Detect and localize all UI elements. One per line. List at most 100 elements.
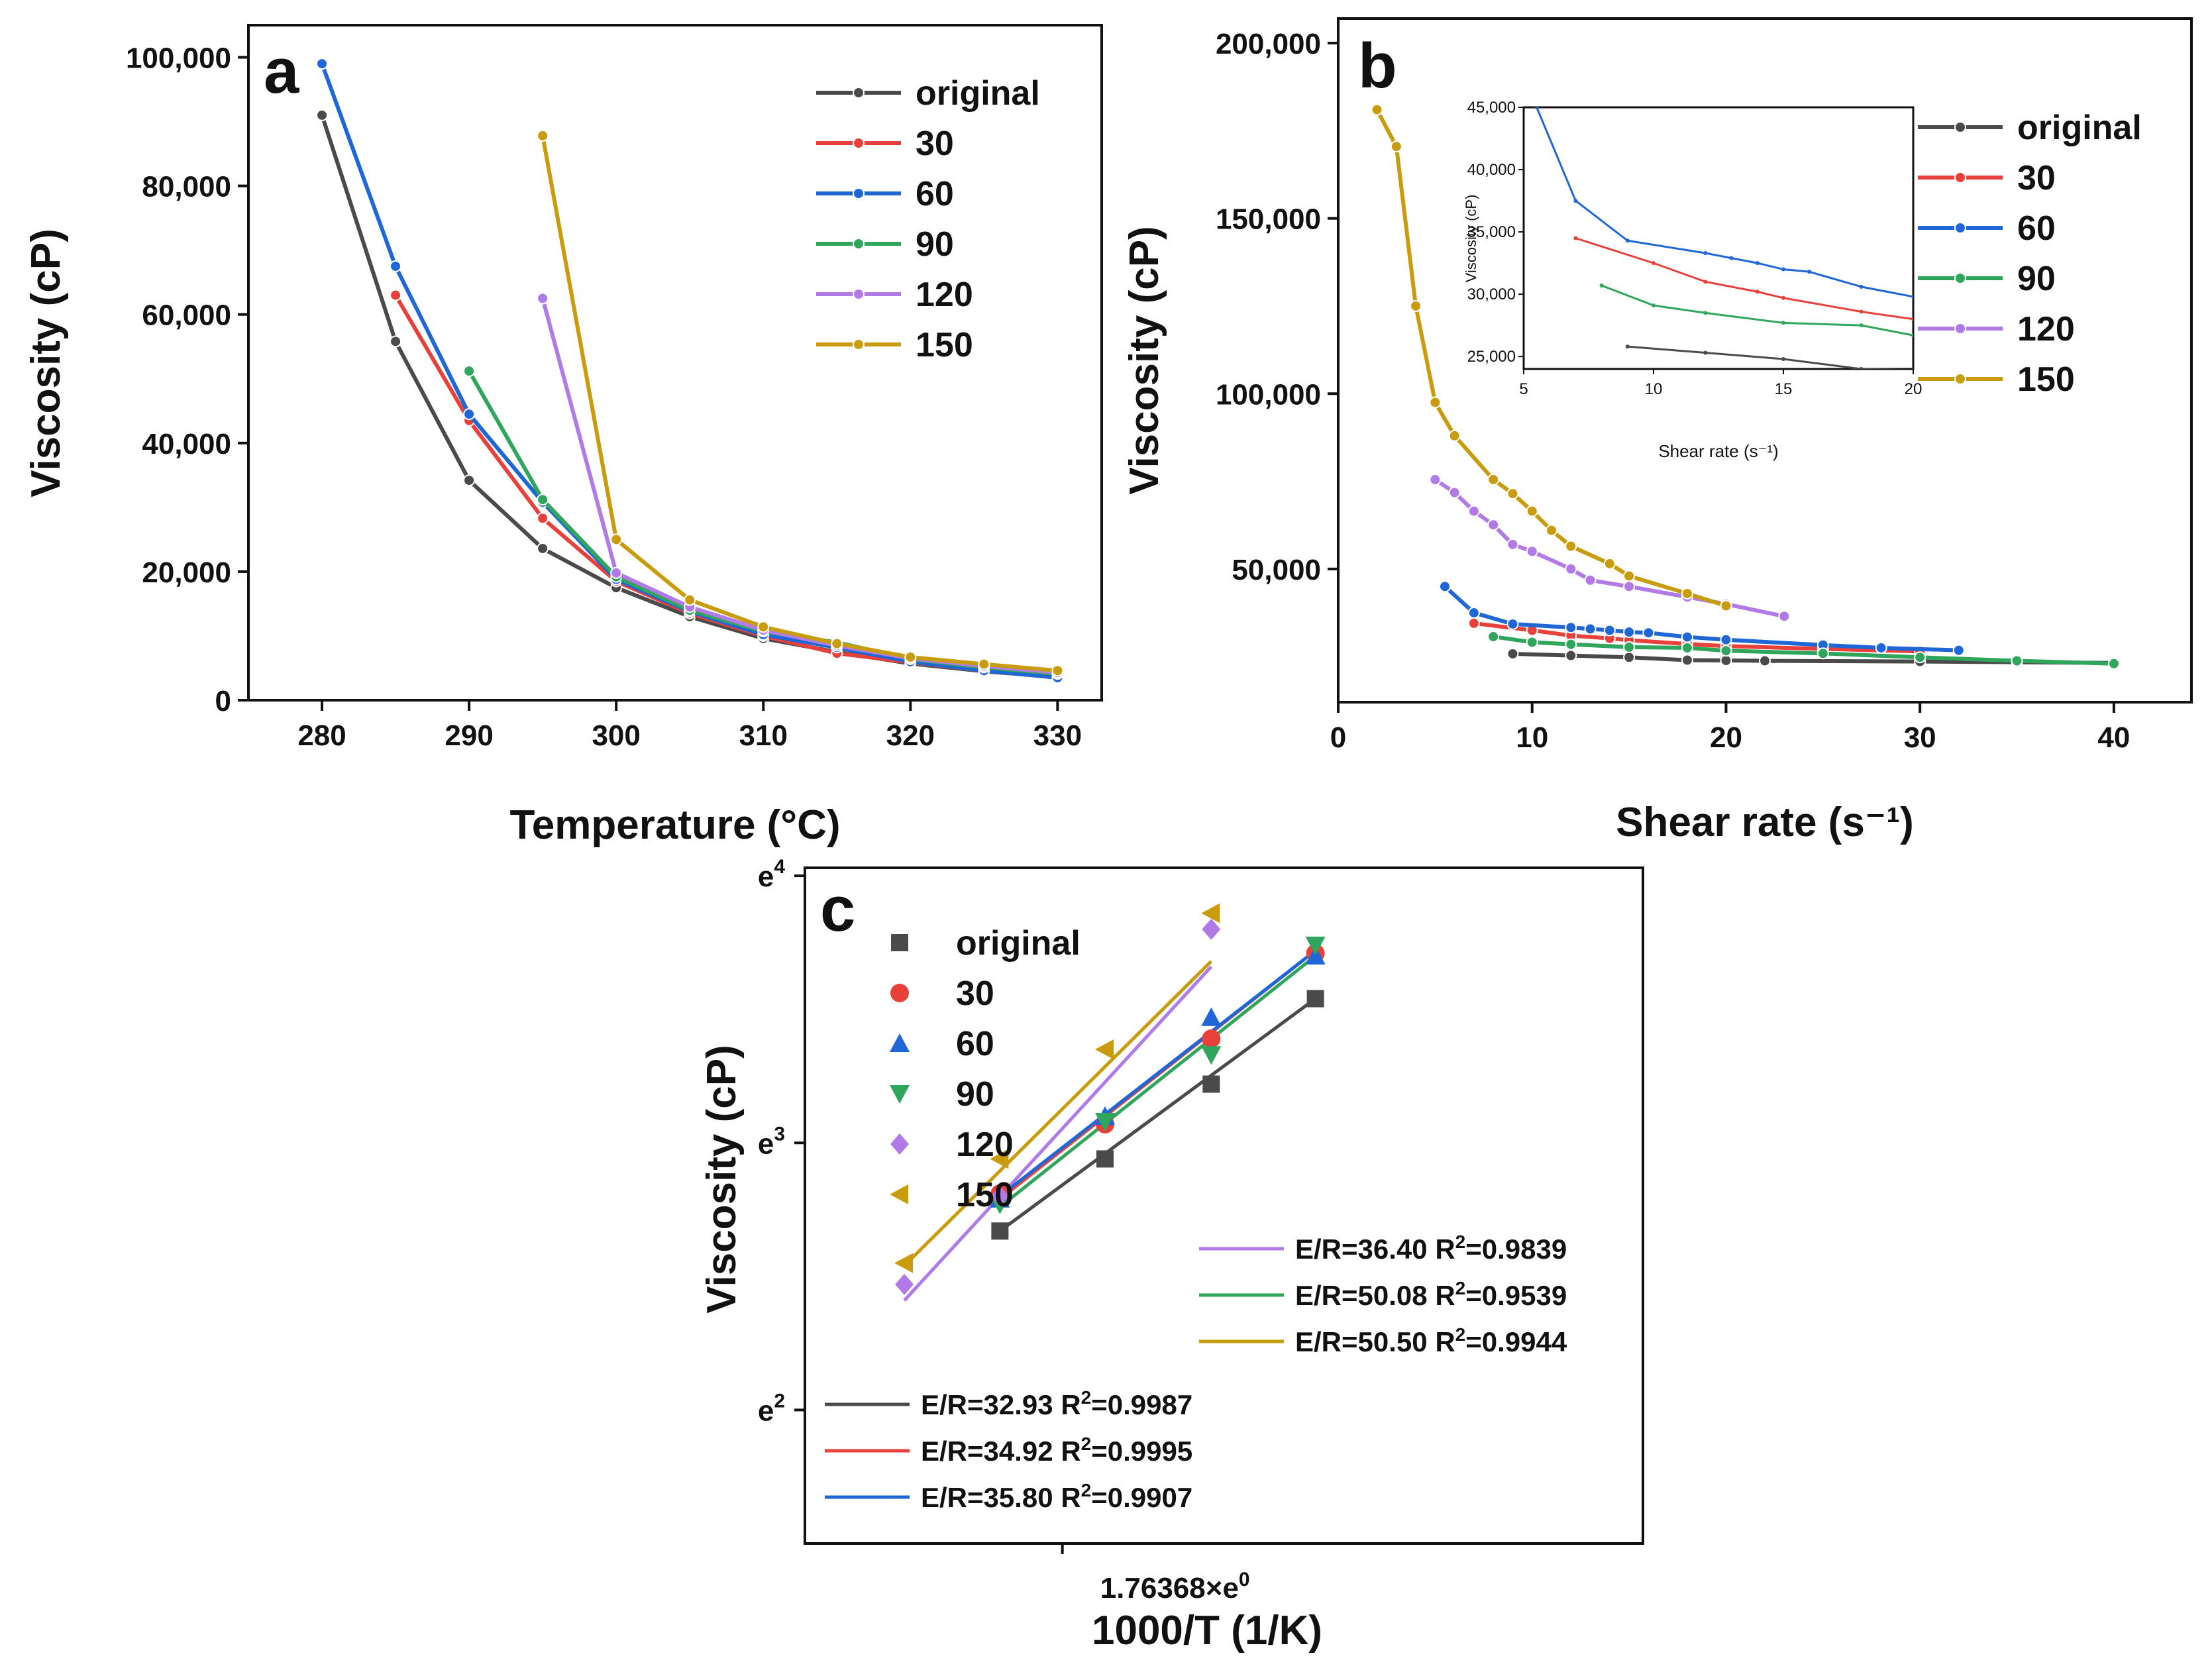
panel-a-ylabel: Viscosity (cP) (23, 229, 69, 497)
y-tick-label: 100,000 (1216, 378, 1321, 411)
y-tick-exponent: 2 (774, 1390, 785, 1412)
inset-y-tick-label: 30,000 (1467, 286, 1516, 303)
fit-label-main: E/R=36.40 R (1295, 1233, 1455, 1265)
series-150-point (904, 651, 917, 663)
legend-60-marker (853, 187, 865, 199)
legend-90-label: 90 (2017, 260, 2056, 298)
series-60-point (463, 408, 476, 421)
series-120-point (1467, 505, 1480, 517)
legend-150-label: 150 (916, 326, 973, 364)
inset-series-original-point (1703, 350, 1708, 355)
legend-90-marker (853, 238, 865, 250)
fit-label-sup: 2 (1081, 1480, 1092, 1500)
inset-series-60-point (1729, 256, 1734, 260)
series-120-point (537, 292, 549, 305)
series-60-point (390, 260, 402, 272)
series-150-point (1487, 473, 1500, 486)
legend-150-marker (1954, 373, 1966, 385)
series-120-point (1526, 545, 1538, 558)
series-150-point (1681, 587, 1693, 600)
series-90-point (463, 365, 476, 378)
legend-30-marker (853, 137, 865, 149)
x-tick-label: 10 (1516, 721, 1548, 754)
legend-60-marker (890, 1033, 910, 1052)
fit-label-sup: 2 (1081, 1387, 1092, 1408)
inset-y-tick-label: 45,000 (1467, 99, 1516, 117)
series-150-point (684, 594, 696, 606)
series-150-point (1429, 396, 1442, 409)
inset-series-60-point (1534, 107, 1539, 109)
series-90-point (1565, 638, 1577, 651)
panel-c-frame (804, 866, 1644, 1545)
legend-30-marker (1954, 172, 1966, 183)
series-90-point (2107, 657, 2120, 670)
series-120-point (990, 1185, 1010, 1207)
fit-label-main: E/R=50.08 R (1295, 1280, 1455, 1311)
series-60-point (1642, 627, 1655, 639)
series-120-line (541, 297, 1058, 675)
legend-60-label: 60 (956, 1025, 994, 1063)
inset-series-30-point (1652, 261, 1656, 266)
legend-90-label: 90 (916, 225, 954, 264)
x-tick-label: 320 (886, 719, 935, 752)
series-120-point (1778, 610, 1791, 623)
series-90-point (1817, 647, 1829, 660)
series-150-point (1623, 570, 1636, 582)
series-original-point (537, 542, 549, 554)
series-60-point (1952, 644, 1965, 656)
series-90-point (1305, 936, 1326, 955)
legend-60-label: 60 (2017, 209, 2056, 248)
series-original-point (1720, 654, 1732, 667)
series-60-point (1603, 624, 1616, 637)
panel-c-letter: c (820, 874, 855, 945)
legend-30-label: 30 (956, 974, 994, 1013)
fit-label-value: =0.9987 (1091, 1389, 1192, 1420)
series-150-point (831, 637, 843, 650)
x-tick-label: 290 (445, 719, 493, 752)
x-tick-offset-exponent: 0 (1239, 1569, 1250, 1591)
y-tick-label: e4 (758, 856, 785, 893)
legend-original-label: original (916, 74, 1040, 113)
legend-original-marker (891, 934, 908, 951)
fit-label-value: =0.9995 (1091, 1436, 1192, 1467)
panel-c: c 1.76368×e0e2e3e4original306090120150E/… (699, 856, 1644, 1653)
series-30-point (1202, 1029, 1221, 1049)
series-150-point (1526, 505, 1538, 517)
series-150-point (1506, 488, 1519, 500)
fit-label-sup: 2 (1455, 1324, 1466, 1345)
series-60-point (1681, 631, 1693, 643)
y-tick-label: 60,000 (142, 299, 231, 332)
series-original-point (1681, 654, 1693, 666)
series-90-point (537, 494, 549, 506)
panel-b-ylabel: Viscosity (cP) (1122, 226, 1167, 494)
series-120-point (1202, 918, 1221, 940)
series-90-line (1493, 635, 2114, 666)
x-tick-label: 0 (1330, 721, 1346, 754)
y-tick-base: e (758, 1127, 774, 1160)
series-150-point (610, 533, 623, 546)
series-90-point (1487, 631, 1500, 643)
fit-label-value: =0.9539 (1465, 1280, 1567, 1311)
fit-label-sup: 2 (1455, 1278, 1466, 1298)
x-tick-label: 20 (1710, 721, 1742, 754)
x-tick-label: 40 (2097, 721, 2130, 754)
series-60-point (1467, 607, 1480, 619)
legend-30-marker (890, 984, 909, 1002)
fit-label-value: =0.9839 (1465, 1233, 1567, 1265)
inset-series-30-point (1755, 289, 1760, 294)
series-60-point (1201, 1007, 1222, 1026)
series-150-point (537, 129, 549, 142)
series-original-point (1565, 649, 1577, 662)
legend-120-marker (890, 1133, 909, 1155)
legend-90-marker (1954, 272, 1966, 284)
inset-series-90-point (1652, 303, 1656, 308)
series-150-point (1720, 600, 1732, 612)
inset-series-30-point (1781, 295, 1785, 300)
legend-150-marker (853, 339, 865, 350)
fit-label-sup: 2 (1081, 1434, 1092, 1454)
series-150-point (1410, 299, 1422, 312)
series-60-point (1305, 946, 1326, 965)
y-tick-label: e3 (758, 1123, 785, 1160)
y-tick-label: e2 (758, 1390, 785, 1427)
y-tick-label: 20,000 (142, 556, 231, 589)
